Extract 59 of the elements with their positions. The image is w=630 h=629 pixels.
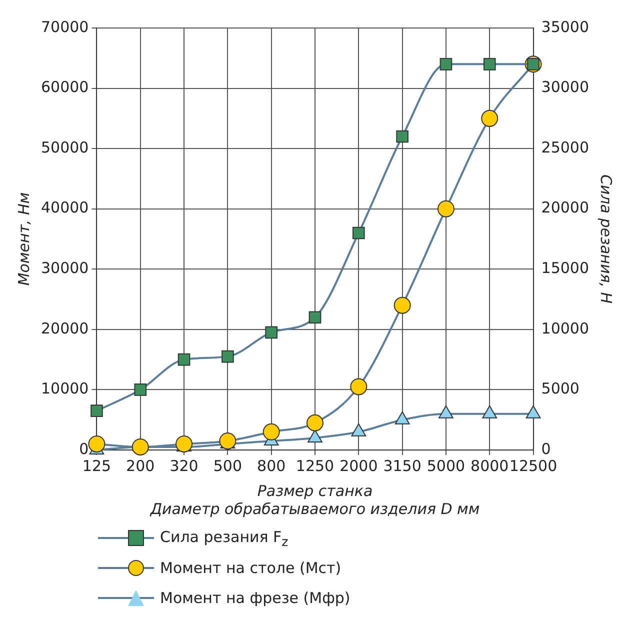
point bbox=[396, 130, 408, 143]
point bbox=[483, 58, 496, 70]
x-tick-label: 8000 bbox=[470, 456, 509, 475]
point bbox=[394, 296, 411, 314]
y2-tick-label: 5000 bbox=[541, 380, 580, 398]
y2-tick-label: 15000 bbox=[541, 259, 589, 278]
y2-tick-label: 10000 bbox=[541, 319, 589, 338]
y-tick-label: 20000 bbox=[41, 319, 89, 338]
point bbox=[526, 405, 541, 418]
point bbox=[306, 414, 324, 432]
point bbox=[262, 423, 280, 440]
y-tick-label: 70000 bbox=[41, 18, 89, 36]
y-tick-label: 40000 bbox=[41, 198, 89, 217]
y-tick-label: 30000 bbox=[41, 259, 89, 278]
y-tick-label: 50000 bbox=[41, 138, 89, 156]
point bbox=[437, 200, 454, 218]
y2-tick-label: 0 bbox=[541, 440, 551, 458]
point bbox=[482, 405, 498, 418]
legend-label: Момент на фрезе (Мфр) bbox=[160, 589, 350, 607]
x-tick-label: 320 bbox=[170, 456, 198, 475]
x-tick-label: 200 bbox=[126, 456, 155, 475]
point bbox=[265, 326, 278, 339]
point bbox=[219, 432, 236, 450]
point bbox=[178, 353, 190, 366]
y2-axis-title: Сила резания, Н bbox=[597, 174, 616, 304]
point bbox=[350, 378, 368, 396]
point bbox=[394, 411, 410, 424]
legend-label: Сила резания F$_{z}$ bbox=[160, 528, 288, 548]
x-tick-label: 125 bbox=[82, 456, 112, 475]
x-axis-title: Размер станка Диаметр обрабатываемого изделия D мм bbox=[149, 482, 480, 518]
y-tick-label: 10000 bbox=[41, 380, 89, 398]
point bbox=[90, 404, 103, 417]
point bbox=[88, 435, 106, 452]
x-tick-label: 2000 bbox=[340, 456, 378, 475]
x-tick-label: 5000 bbox=[426, 456, 466, 475]
y-tick-label: 60000 bbox=[41, 78, 89, 96]
point bbox=[132, 438, 149, 456]
y-axis-title: Момент, Нм bbox=[14, 192, 33, 286]
point bbox=[134, 384, 147, 396]
y2-tick-label: 30000 bbox=[541, 78, 589, 96]
point bbox=[481, 110, 498, 127]
x-tick-label: 3150 bbox=[383, 456, 422, 475]
y2-tick-label: 25000 bbox=[541, 138, 589, 156]
point bbox=[438, 405, 454, 418]
point bbox=[176, 435, 193, 452]
y-tick-label: 0 bbox=[79, 440, 89, 458]
y2-tick-label: 20000 bbox=[541, 198, 589, 217]
point bbox=[222, 350, 234, 363]
point bbox=[308, 311, 322, 324]
x-tick-label: 12500 bbox=[509, 456, 558, 475]
x-tick-label: 1250 bbox=[296, 456, 334, 475]
point bbox=[351, 423, 366, 436]
legend-label: Момент на столе (Мст) bbox=[160, 559, 342, 577]
x-tick-label: 500 bbox=[213, 456, 242, 475]
point bbox=[308, 429, 322, 442]
point bbox=[352, 226, 365, 240]
point bbox=[440, 58, 452, 70]
y2-tick-label: 35000 bbox=[541, 18, 589, 36]
x-tick-label: 800 bbox=[257, 456, 286, 475]
